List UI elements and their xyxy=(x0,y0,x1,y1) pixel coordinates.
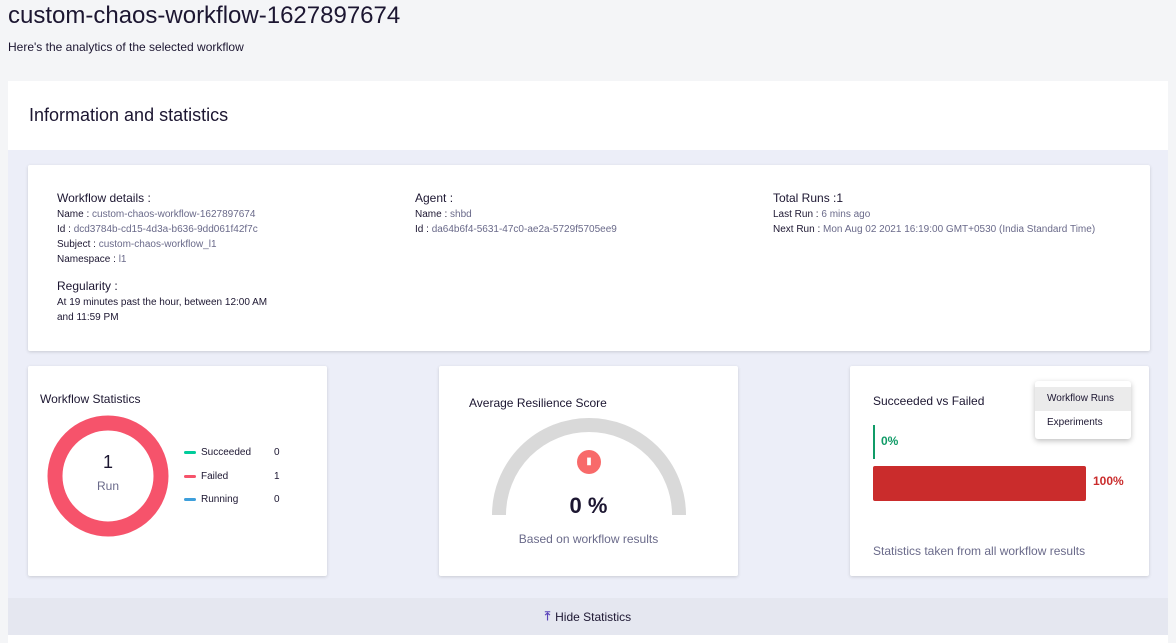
menu-item-workflow-runs[interactable]: Workflow Runs xyxy=(1035,387,1131,411)
label: Name : xyxy=(415,209,451,220)
panel-body: Workflow details : Name : custom-chaos-w… xyxy=(8,150,1168,598)
label: Name : xyxy=(57,209,93,220)
legend-failed: Failed 1 xyxy=(184,471,280,482)
label: Id : xyxy=(57,224,74,235)
legend-value: 0 xyxy=(274,494,280,505)
card-title: Workflow Statistics xyxy=(40,392,141,406)
resilience-value: 0 % xyxy=(569,493,608,518)
legend-running: Running 0 xyxy=(184,494,280,505)
label: Namespace : xyxy=(57,254,119,265)
agent-name: shbd xyxy=(450,209,472,220)
resilience-score-card: Average Resilience Score ▮ 0 % Based on … xyxy=(439,366,738,576)
bar-chart-icon: ▮ xyxy=(577,450,601,474)
workflow-details-heading: Workflow details : xyxy=(57,191,151,205)
regularity-text: At 19 minutes past the hour, between 12:… xyxy=(57,297,268,323)
label: Subject : xyxy=(57,239,99,250)
last-run: 6 mins ago xyxy=(821,209,871,220)
page-title: custom-chaos-workflow-1627897674 xyxy=(8,2,401,29)
agent-id: da64b6f4-5631-47c0-ae2a-5729f5705ee9 xyxy=(431,224,617,235)
hide-statistics-label: Hide Statistics xyxy=(555,609,632,624)
page-subtitle: Here's the analytics of the selected wor… xyxy=(8,40,244,54)
next-run: Mon Aug 02 2021 16:19:00 GMT+0530 (India… xyxy=(823,224,1096,235)
run-details: Total Runs :1 Last Run : 6 mins ago Next… xyxy=(773,191,1095,237)
legend-succeeded: Succeeded 0 xyxy=(184,447,280,458)
collapse-up-icon: ⤒ xyxy=(544,609,551,623)
total-runs: Total Runs :1 xyxy=(773,191,844,205)
legend-value: 1 xyxy=(274,471,280,482)
card-title: Average Resilience Score xyxy=(469,396,607,410)
legend-label: Running xyxy=(201,494,239,505)
workflow-statistics-card: Workflow Statistics 1 Run Succeeded 0 Fai… xyxy=(28,366,327,576)
succeeded-percent: 0% xyxy=(881,434,899,448)
failed-swatch xyxy=(184,475,196,478)
workflow-name: custom-chaos-workflow-1627897674 xyxy=(92,209,256,220)
workflow-info-card: Workflow details : Name : custom-chaos-w… xyxy=(28,165,1150,351)
agent-heading: Agent : xyxy=(415,191,454,205)
regularity-heading: Regularity : xyxy=(57,279,118,293)
succeeded-swatch xyxy=(184,451,196,454)
svf-caption: Statistics taken from all workflow resul… xyxy=(873,544,1086,558)
failed-percent: 100% xyxy=(1093,474,1124,488)
panel-header: Information and statistics xyxy=(8,81,1168,150)
label: Last Run : xyxy=(773,209,822,220)
menu-item-experiments[interactable]: Experiments xyxy=(1047,417,1103,428)
succeeded-bar xyxy=(873,425,875,459)
runs-unit: Run xyxy=(96,479,119,493)
resilience-caption: Based on workflow results xyxy=(518,532,659,546)
total-runs-count: 1 xyxy=(102,452,113,472)
legend-label: Succeeded xyxy=(201,447,252,458)
resilience-gauge xyxy=(492,418,686,516)
succeeded-vs-failed-card: Succeeded vs Failed 0% 100% Statistics t… xyxy=(850,366,1149,576)
hide-statistics-button[interactable]: ⤒ Hide Statistics xyxy=(8,598,1168,635)
workflow-id: dcd3784b-cd15-4d3a-b636-9dd061f42f7c xyxy=(73,224,258,235)
label: Id : xyxy=(415,224,432,235)
failed-bar xyxy=(873,466,1086,501)
label: Next Run : xyxy=(773,224,824,235)
card-title: Succeeded vs Failed xyxy=(873,394,985,408)
panel-title: Information and statistics xyxy=(29,105,229,125)
gauge-track xyxy=(492,418,686,516)
workflow-subject: custom-chaos-workflow_l1 xyxy=(98,239,217,250)
running-swatch xyxy=(184,498,196,501)
agent-details: Agent : Name : shbd Id : da64b6f4-5631-4… xyxy=(415,191,617,237)
legend-label: Failed xyxy=(201,471,229,482)
runs-donut xyxy=(47,415,169,537)
workflow-details: Workflow details : Name : custom-chaos-w… xyxy=(57,191,277,325)
legend-value: 0 xyxy=(274,447,280,458)
workflow-namespace: l1 xyxy=(118,254,127,265)
stats-type-menu: Workflow Runs Experiments xyxy=(1035,381,1131,439)
failed-arc xyxy=(47,415,169,537)
info-panel: Information and statistics Workflow deta… xyxy=(8,81,1168,643)
